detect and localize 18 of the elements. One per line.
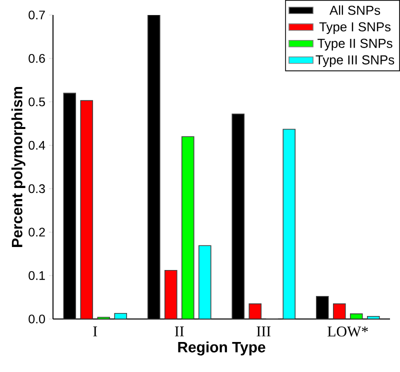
y-tick-label: 0.6: [28, 54, 45, 63]
y-tick-label: 0.2: [28, 228, 45, 237]
x-tick-label: III: [256, 326, 271, 336]
y-tick-label: 0.5: [28, 97, 45, 106]
x-tick-label: LOW*: [328, 326, 368, 337]
legend-label: Type I SNPs: [319, 22, 391, 34]
y-tick-label: 0.1: [28, 271, 45, 280]
legend-label: Type II SNPs: [318, 38, 392, 51]
legend-label: Type III SNPs: [316, 55, 394, 68]
legend-label: All SNPs: [330, 5, 380, 15]
x-tick-label: I: [93, 326, 98, 336]
y-tick-label: 0.0: [28, 314, 45, 324]
y-axis-title: Percent polymorphism: [11, 86, 26, 247]
x-axis-title: Region Type: [178, 341, 266, 356]
y-tick-label: 0.4: [28, 140, 46, 150]
x-tick-label: II: [174, 326, 184, 336]
y-tick-label: 0.3: [28, 184, 45, 194]
y-tick-label: 0.7: [28, 10, 45, 20]
